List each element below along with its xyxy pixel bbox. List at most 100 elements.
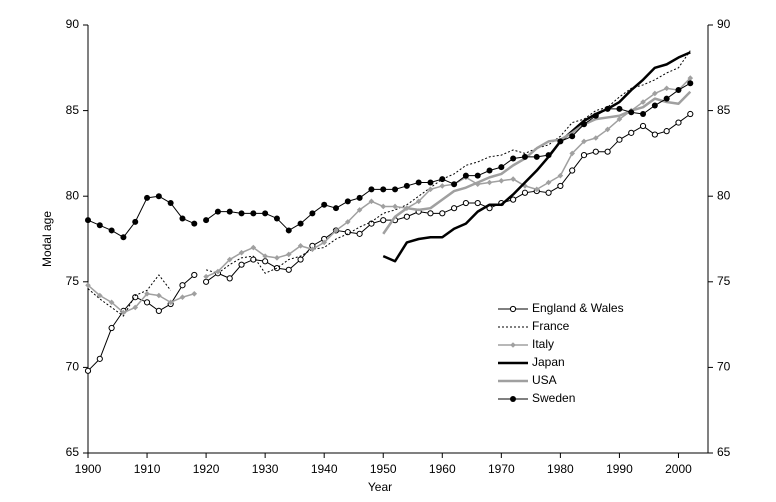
marker — [144, 290, 150, 297]
x-tick-label: 1990 — [606, 462, 633, 476]
marker — [486, 167, 493, 174]
marker — [215, 268, 221, 275]
marker — [250, 244, 257, 251]
marker — [238, 261, 245, 268]
x-tick-label: 1970 — [488, 462, 515, 476]
marker — [509, 305, 517, 313]
series — [85, 80, 694, 241]
marker — [510, 196, 517, 203]
legend-label: USA — [532, 373, 557, 387]
marker — [96, 355, 103, 362]
x-tick-label: 1950 — [370, 462, 397, 476]
marker — [510, 396, 516, 402]
marker — [262, 210, 269, 217]
marker — [663, 128, 670, 135]
marker — [274, 255, 280, 261]
marker — [321, 201, 328, 208]
marker — [97, 292, 103, 299]
marker — [663, 85, 670, 92]
marker — [439, 210, 446, 217]
marker — [179, 282, 186, 289]
marker — [415, 198, 422, 205]
series — [85, 75, 694, 316]
marker — [238, 210, 245, 217]
marker — [191, 290, 198, 297]
marker — [498, 164, 505, 171]
marker — [687, 110, 694, 118]
marker — [451, 181, 458, 188]
legend: England & Wales France Italy Japan USA Sweden — [498, 301, 624, 405]
marker — [392, 186, 399, 193]
marker — [344, 229, 351, 236]
marker — [250, 210, 257, 217]
legend-label: England & Wales — [532, 301, 624, 315]
x-tick-label: 1910 — [134, 462, 161, 476]
marker — [368, 186, 375, 193]
y-tick-label: 65 — [66, 445, 80, 459]
marker — [297, 220, 304, 227]
marker — [604, 148, 611, 155]
marker — [203, 217, 210, 224]
marker — [226, 208, 233, 215]
series — [382, 51, 691, 263]
marker — [628, 109, 635, 116]
marker — [321, 239, 327, 246]
x-tick-label: 1900 — [75, 462, 102, 476]
marker — [108, 324, 115, 332]
marker — [345, 219, 351, 225]
marker — [285, 227, 292, 234]
marker — [593, 135, 599, 141]
series — [382, 90, 692, 235]
y2-tick-label: 70 — [717, 360, 731, 374]
marker — [557, 138, 564, 145]
x-tick-label: 1920 — [193, 462, 220, 476]
x-tick-label: 1930 — [252, 462, 279, 476]
marker — [143, 299, 151, 306]
marker — [462, 172, 469, 179]
y2-tick-label: 65 — [717, 445, 731, 459]
legend-label: France — [532, 319, 570, 333]
marker — [120, 234, 127, 241]
x-tick-label: 1960 — [429, 462, 456, 476]
marker — [522, 183, 528, 189]
marker — [167, 299, 174, 306]
marker — [392, 203, 398, 210]
marker — [356, 207, 363, 213]
marker — [297, 243, 304, 249]
marker — [651, 131, 658, 138]
series — [87, 50, 691, 317]
marker — [415, 179, 422, 186]
marker — [581, 138, 587, 145]
marker — [403, 213, 410, 220]
marker — [368, 198, 375, 205]
marker — [344, 198, 351, 205]
marker — [569, 133, 576, 140]
y-tick-label: 90 — [66, 17, 80, 31]
marker — [273, 265, 281, 272]
marker — [368, 220, 375, 227]
marker — [191, 220, 198, 227]
series-line — [87, 82, 691, 238]
marker — [675, 119, 682, 126]
marker — [262, 258, 269, 265]
marker — [297, 256, 304, 263]
y-tick-label: 75 — [66, 274, 80, 288]
marker — [521, 189, 529, 196]
marker — [569, 150, 575, 157]
marker — [356, 194, 363, 201]
marker — [652, 90, 658, 97]
legend-label: Sweden — [532, 391, 575, 405]
marker — [108, 227, 115, 234]
marker — [85, 282, 91, 289]
marker — [226, 275, 233, 282]
marker — [616, 105, 623, 112]
marker — [85, 217, 91, 224]
marker — [309, 246, 316, 253]
marker — [427, 210, 434, 217]
marker — [545, 179, 552, 186]
marker — [427, 186, 434, 193]
marker — [510, 176, 516, 182]
marker — [439, 176, 446, 183]
marker — [132, 304, 139, 311]
y2-tick-label: 90 — [717, 17, 731, 31]
